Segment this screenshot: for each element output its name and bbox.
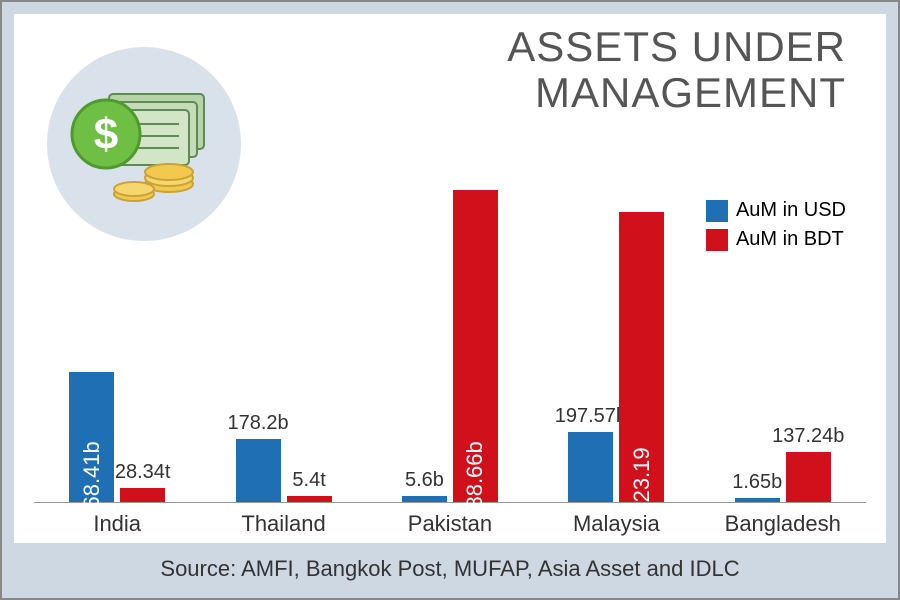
title-line-2: MANAGEMENT bbox=[507, 70, 846, 116]
bar-value-label: 888.66b bbox=[462, 441, 488, 521]
svg-text:$: $ bbox=[94, 110, 118, 159]
chart-title: ASSETS UNDER MANAGEMENT bbox=[507, 24, 846, 116]
bar-bdt: 137.24b bbox=[786, 452, 831, 502]
x-axis-labels: India ThailandPakistanMalaysia Bangladesh bbox=[34, 511, 866, 537]
bar-group: 368.41b28.34t bbox=[37, 182, 197, 502]
bar-value-label: 1.65b bbox=[732, 471, 782, 494]
bar-usd: 368.41b bbox=[69, 372, 114, 502]
bar-bdt: 888.66b bbox=[453, 190, 498, 502]
bar-value-label: 197.57b bbox=[555, 405, 627, 428]
chart-panel: ASSETS UNDER MANAGEMENT $ bbox=[14, 14, 886, 543]
bar-pair: 178.2b 5.4t bbox=[236, 182, 332, 502]
bar-usd: 1.65b bbox=[735, 498, 780, 502]
bar-pair: 368.41b 28.34t bbox=[69, 182, 165, 502]
title-line-1: ASSETS UNDER bbox=[507, 24, 846, 70]
bar-pair: 1.65b137.24b bbox=[735, 182, 831, 502]
bar-usd: 5.6b bbox=[402, 496, 447, 502]
bar-value-label: 368.41b bbox=[79, 441, 105, 521]
category-label: Bangladesh bbox=[703, 511, 863, 537]
bar-usd: 197.57b bbox=[568, 432, 613, 502]
bar-group: 178.2b 5.4t bbox=[204, 182, 364, 502]
bar-pair: 5.6b 888.66b bbox=[402, 182, 498, 502]
category-label: India bbox=[37, 511, 197, 537]
bar-value-label: 28.34t bbox=[115, 461, 171, 484]
bar-value-label: 5.6b bbox=[405, 469, 444, 492]
bar-bdt: 5.4t bbox=[287, 496, 332, 502]
bar-bdt: 823.19 bbox=[619, 212, 664, 502]
bar-group: 5.6b 888.66b bbox=[370, 182, 530, 502]
bar-value-label: 178.2b bbox=[227, 412, 288, 435]
bar-value-label: 137.24b bbox=[772, 425, 844, 448]
bar-pair: 197.57b823.19 bbox=[568, 182, 664, 502]
chart-area: 368.41b28.34t178.2b5.4t5.6b888.66b197.57… bbox=[34, 153, 866, 503]
bar-usd: 178.2b bbox=[236, 439, 281, 502]
bar-group: 197.57b823.19 bbox=[536, 182, 696, 502]
bar-group: 1.65b137.24b bbox=[703, 182, 863, 502]
bar-value-label: 823.19 bbox=[629, 447, 655, 514]
bar-value-label: 5.4t bbox=[292, 469, 325, 492]
category-label: Thailand bbox=[204, 511, 364, 537]
chart-container: ASSETS UNDER MANAGEMENT $ bbox=[0, 0, 900, 600]
source-text: Source: AMFI, Bangkok Post, MUFAP, Asia … bbox=[14, 548, 886, 590]
bar-bdt: 28.34t bbox=[120, 488, 165, 502]
category-label: Pakistan bbox=[370, 511, 530, 537]
category-label: Malaysia bbox=[536, 511, 696, 537]
